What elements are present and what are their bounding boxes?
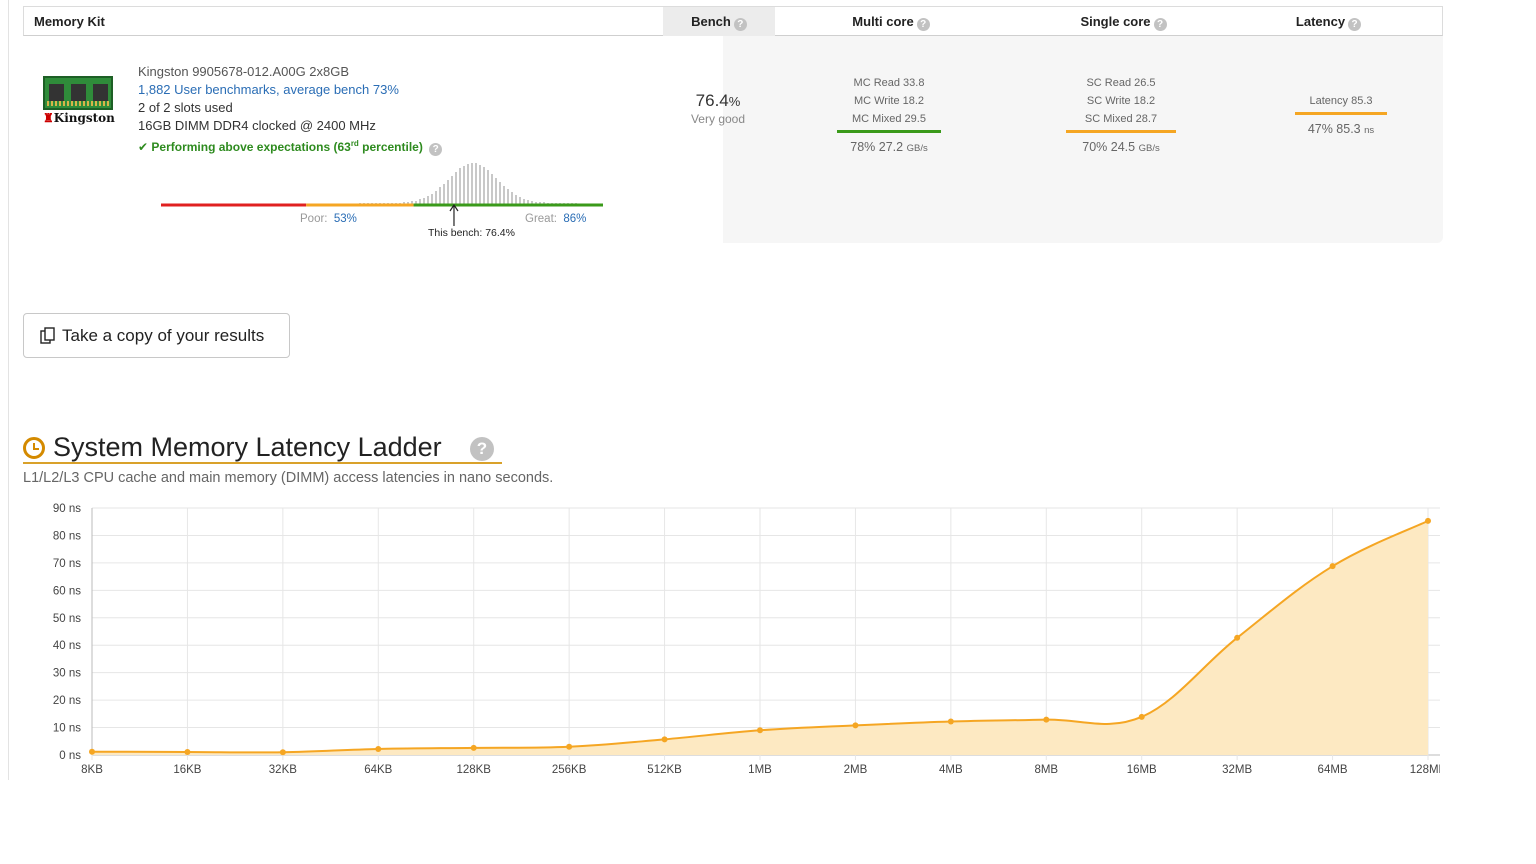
y-tick-label: 0 ns [59,750,81,762]
x-tick-label: 64KB [364,764,392,776]
header-latency[interactable]: Latency? [1241,7,1416,36]
x-tick-label: 16MB [1127,764,1157,776]
y-tick-label: 60 ns [53,585,81,597]
latency-summary: 47% 85.3 ns [1307,122,1375,136]
x-tick-label: 512KB [647,764,682,776]
sc-summary: 70% 24.5 GB/s [1082,140,1160,154]
latency-score-bar [1295,112,1387,115]
great-label: Great: 86% [525,213,587,225]
y-tick-label: 80 ns [53,530,81,542]
memory-kit-table: Memory Kit Bench? Multi core? Single cor… [23,6,1443,243]
help-icon[interactable]: ? [429,143,443,156]
header-single-core[interactable]: Single core? [1006,7,1241,36]
data-point[interactable] [947,718,954,725]
user-benchmarks-link[interactable]: 1,882 User benchmarks, average bench 73% [138,82,399,97]
this-bench-arrowhead [449,203,459,212]
latency-scores: Latency 85.3 47% 85.3 ns [1293,92,1389,140]
table-header: Memory Kit Bench? Multi core? Single cor… [23,6,1443,36]
data-point[interactable] [661,736,668,743]
ram-module-icon: ♜Kingston [43,76,115,128]
help-icon[interactable]: ? [470,437,494,461]
single-core-scores: SC Read 26.5 SC Write 18.2 SC Mixed 28.7… [1065,74,1177,158]
mc-read: MC Read 33.8 [853,77,925,89]
y-tick-label: 20 ns [53,695,81,707]
sc-score-bar [1066,130,1176,133]
multi-core-scores: MC Read 33.8 MC Write 18.2 MC Mixed 29.5… [835,74,943,158]
bench-score: 76.4% Very good [663,91,773,126]
x-tick-label: 32MB [1222,764,1252,776]
benchmark-distribution: Poor: 53% Great: 86% This bench: 76.4% [138,156,618,246]
kingston-logo: ♜Kingston [43,111,115,125]
copy-results-button[interactable]: Take a copy of your results [23,313,290,358]
y-tick-label: 10 ns [53,723,81,735]
header-memory-kit[interactable]: Memory Kit [34,14,105,29]
data-point[interactable] [1043,716,1050,723]
x-tick-label: 4MB [939,764,963,776]
bench-rating: Very good [690,112,746,126]
latency-line [91,519,1429,754]
check-icon: ✔ [138,140,149,154]
data-point[interactable] [1138,713,1145,720]
latency-ladder-chart: 0 ns 10 ns 20 ns 30 ns 40 ns 50 ns 60 ns 70 ns 8… [53,503,1440,776]
y-tick-label: 90 ns [53,503,81,515]
x-tick-label: 8MB [1034,764,1058,776]
help-icon[interactable]: ? [1348,18,1362,31]
data-point[interactable] [89,748,95,755]
x-tick-label: 32KB [269,764,297,776]
data-point[interactable] [1425,517,1431,524]
slots-used: 2 of 2 slots used [138,100,233,115]
mc-mixed: MC Mixed 29.5 [852,113,926,125]
data-point[interactable] [852,722,859,729]
header-multi-core[interactable]: Multi core? [776,7,1006,36]
performance-status: ✔ Performing above expectations (63rd pe… [138,135,443,156]
distribution-histogram [161,163,603,226]
sc-read: SC Read 26.5 [1086,77,1156,89]
y-tick-label: 40 ns [53,640,81,652]
data-point[interactable] [757,727,763,734]
data-point[interactable] [184,748,191,755]
y-tick-label: 30 ns [53,668,81,680]
scores-shade [723,36,1443,243]
data-point[interactable] [375,745,382,752]
poor-label: Poor: 53% [300,213,357,225]
data-point[interactable] [470,744,477,751]
section-subtitle: L1/L2/L3 CPU cache and main memory (DIMM… [23,470,554,486]
help-icon[interactable]: ? [916,18,930,31]
data-point[interactable] [1329,563,1336,570]
data-point[interactable] [1234,634,1241,641]
y-tick-label: 70 ns [53,558,81,570]
help-icon[interactable]: ? [733,18,747,31]
kit-info: Kingston 9905678-012.A00G 2x8GB 1,882 Us… [138,63,443,156]
x-tick-label: 64MB [1318,764,1348,776]
x-tick-label: 256KB [552,764,587,776]
x-tick-label: 2MB [844,764,868,776]
x-tick-label: 128MB [1410,764,1440,776]
x-tick-label: 1MB [748,764,772,776]
data-point[interactable] [566,743,573,750]
header-bench[interactable]: Bench? [663,7,775,36]
copy-results-label: Take a copy of your results [62,325,265,345]
bench-value: 76.4 [695,91,729,110]
help-icon[interactable]: ? [1153,18,1167,31]
x-tick-label: 16KB [173,764,201,776]
x-tick-label: 128KB [456,764,491,776]
x-tick-label: 8KB [81,764,103,776]
y-tick-label: 50 ns [53,613,81,625]
clock-icon [23,437,45,459]
copy-icon [40,326,55,344]
data-point[interactable] [279,749,286,756]
mc-write: MC Write 18.2 [853,95,925,107]
kit-name: Kingston 9905678-012.A00G 2x8GB [138,64,350,79]
this-bench-label: This bench: 76.4% [428,227,515,239]
latency-area [92,520,1428,755]
latency-value: Latency 85.3 [1309,95,1373,107]
kit-spec: 16GB DIMM DDR4 clocked @ 2400 MHz [138,118,376,133]
mc-score-bar [837,130,941,133]
sc-write: SC Write 18.2 [1086,95,1156,107]
section-underline [23,462,502,464]
left-rule [8,0,9,780]
mc-summary: 78% 27.2 GB/s [850,140,928,154]
section-title-text: System Memory Latency Ladder [53,432,442,462]
sc-mixed: SC Mixed 28.7 [1084,113,1158,125]
